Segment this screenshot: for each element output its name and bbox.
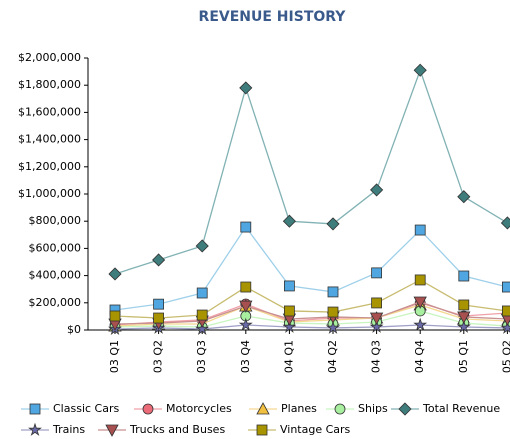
data-point bbox=[327, 306, 339, 318]
y-tick-label: $1,200,000 bbox=[18, 160, 81, 173]
series-line bbox=[114, 279, 508, 319]
data-point bbox=[369, 319, 384, 333]
legend-marker bbox=[398, 402, 412, 416]
y-tick-label: $600,000 bbox=[29, 241, 82, 254]
data-point bbox=[283, 305, 295, 317]
data-point bbox=[196, 287, 208, 299]
data-point bbox=[152, 253, 166, 267]
x-tick-label: 03 Q3 bbox=[195, 340, 208, 373]
y-tick-label: $200,000 bbox=[29, 296, 82, 309]
series-line bbox=[114, 68, 508, 275]
legend-marker bbox=[334, 403, 346, 415]
y-tick-label: $2,000,000 bbox=[18, 51, 81, 64]
data-point bbox=[282, 214, 296, 228]
data-point bbox=[239, 81, 253, 95]
data-point bbox=[283, 280, 295, 292]
data-point bbox=[108, 267, 122, 281]
legend-label: Trains bbox=[52, 423, 85, 436]
legend-label: Vintage Cars bbox=[280, 423, 351, 436]
data-point bbox=[371, 267, 383, 279]
data-point bbox=[370, 183, 384, 197]
data-point bbox=[414, 274, 426, 286]
y-tick-label: $0 bbox=[67, 323, 81, 336]
legend-marker bbox=[256, 402, 270, 415]
series-line bbox=[114, 324, 508, 330]
x-tick-label: 04 Q3 bbox=[370, 340, 383, 373]
y-tick-label: $800,000 bbox=[29, 214, 82, 227]
x-tick-label: 04 Q1 bbox=[282, 340, 295, 373]
y-tick-label: $400,000 bbox=[29, 269, 82, 282]
data-point bbox=[456, 319, 471, 333]
data-point bbox=[195, 239, 209, 253]
data-point bbox=[240, 221, 252, 233]
series-line bbox=[114, 225, 508, 311]
y-tick-label: $1,000,000 bbox=[18, 187, 81, 200]
data-point bbox=[501, 281, 510, 293]
data-point bbox=[413, 63, 427, 77]
data-point bbox=[238, 317, 253, 331]
data-point bbox=[457, 311, 471, 324]
data-point bbox=[326, 217, 340, 231]
data-point bbox=[413, 296, 427, 309]
y-tick-label: $1,800,000 bbox=[18, 78, 81, 91]
x-tick-label: 04 Q2 bbox=[326, 340, 339, 373]
x-tick-label: 05 Q1 bbox=[457, 340, 470, 373]
legend-label: Total Revenue bbox=[422, 402, 500, 415]
data-point bbox=[153, 312, 165, 324]
legend-label: Planes bbox=[281, 402, 317, 415]
data-point bbox=[240, 281, 252, 293]
legend-marker bbox=[29, 403, 41, 415]
data-point bbox=[457, 190, 471, 204]
legend-label: Trucks and Buses bbox=[129, 423, 225, 436]
series-line bbox=[114, 304, 508, 327]
legend-marker bbox=[256, 424, 268, 436]
x-tick-label: 05 Q2 bbox=[500, 340, 510, 373]
data-point bbox=[195, 321, 210, 335]
data-point bbox=[369, 312, 384, 325]
series-line bbox=[114, 310, 508, 328]
x-tick-label: 03 Q1 bbox=[108, 340, 121, 373]
x-tick-label: 04 Q4 bbox=[413, 340, 426, 373]
data-point bbox=[500, 216, 510, 230]
data-point bbox=[414, 224, 426, 236]
legend-label: Motorcycles bbox=[166, 402, 232, 415]
data-point bbox=[282, 319, 297, 333]
data-point bbox=[413, 317, 428, 331]
legend-marker bbox=[28, 422, 42, 436]
y-tick-label: $1,600,000 bbox=[18, 105, 81, 118]
y-tick-label: $1,400,000 bbox=[18, 133, 81, 146]
data-point bbox=[196, 309, 208, 321]
data-point bbox=[239, 300, 253, 313]
data-point bbox=[458, 299, 470, 311]
legend-label: Classic Cars bbox=[53, 402, 119, 415]
series-line bbox=[114, 301, 508, 325]
x-tick-label: 03 Q2 bbox=[152, 340, 165, 373]
legend-marker bbox=[142, 403, 154, 415]
x-tick-label: 03 Q4 bbox=[239, 340, 252, 373]
legend-marker bbox=[105, 424, 119, 437]
data-point bbox=[109, 310, 121, 322]
legend-label: Ships bbox=[358, 402, 388, 415]
chart-title: REVENUE HISTORY bbox=[199, 9, 347, 25]
data-point bbox=[371, 297, 383, 309]
data-point bbox=[501, 305, 510, 317]
data-point bbox=[327, 286, 339, 298]
data-point bbox=[153, 298, 165, 310]
data-point bbox=[326, 320, 340, 334]
data-point bbox=[458, 270, 470, 282]
